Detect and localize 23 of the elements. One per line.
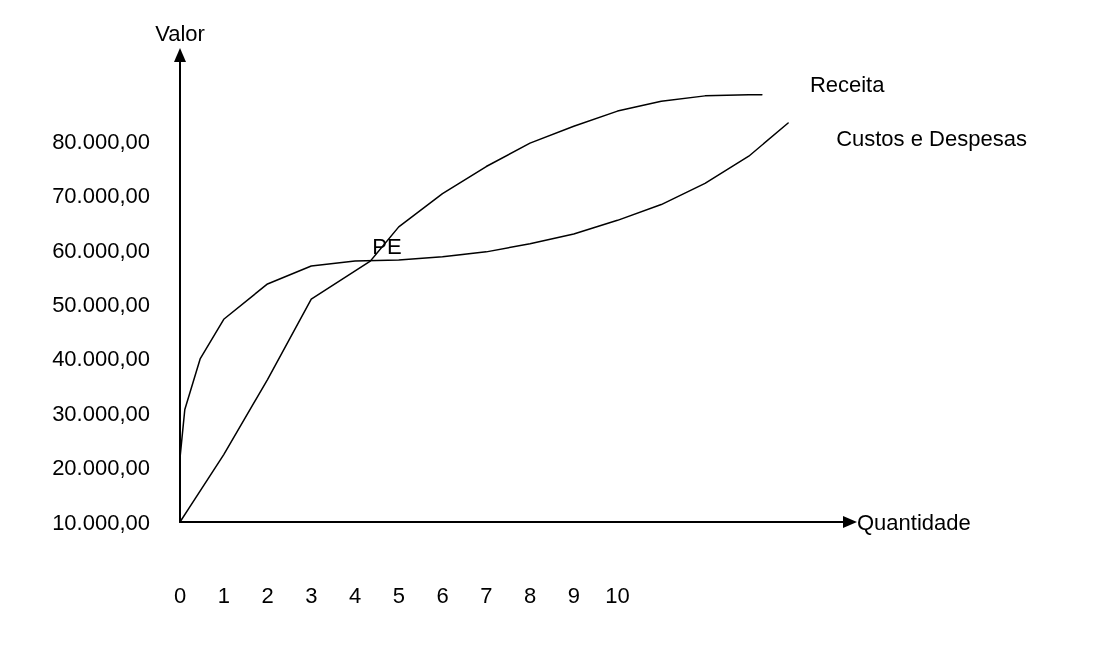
x-tick-label: 1 xyxy=(217,582,230,608)
x-tick-label: 7 xyxy=(480,582,493,608)
x-tick-label: 2 xyxy=(261,582,274,608)
x-tick-label: 0 xyxy=(173,582,187,608)
x-axis-title: Quantidade xyxy=(857,509,971,535)
y-tick-label: 10.000,00 xyxy=(52,509,150,535)
x-tick-label: 8 xyxy=(523,582,537,608)
text: Custos e Despesas xyxy=(836,125,1027,151)
x-tick-label: 3 xyxy=(305,582,318,608)
y-tick-label: 30.000,00 xyxy=(52,400,150,426)
x-tick-label: 4 xyxy=(348,582,362,608)
y-tick-label: 70.000,00 xyxy=(52,183,150,209)
x-tick-label: 6 xyxy=(436,582,449,608)
y-tick-label: 40.000,00 xyxy=(52,346,150,372)
text: Receita xyxy=(809,72,886,98)
y-axis-title: Valor xyxy=(155,20,205,46)
x-tick-label: 10 xyxy=(605,582,630,608)
y-tick-label: 80.000,00 xyxy=(52,129,150,155)
y-tick-label: 50.000,00 xyxy=(52,292,150,318)
x-tick-label: 5 xyxy=(392,582,405,608)
y-tick-label: 20.000,00 xyxy=(52,455,150,481)
x-tick-label: 9 xyxy=(567,582,580,608)
y-tick-label: 60.000,00 xyxy=(52,237,150,263)
